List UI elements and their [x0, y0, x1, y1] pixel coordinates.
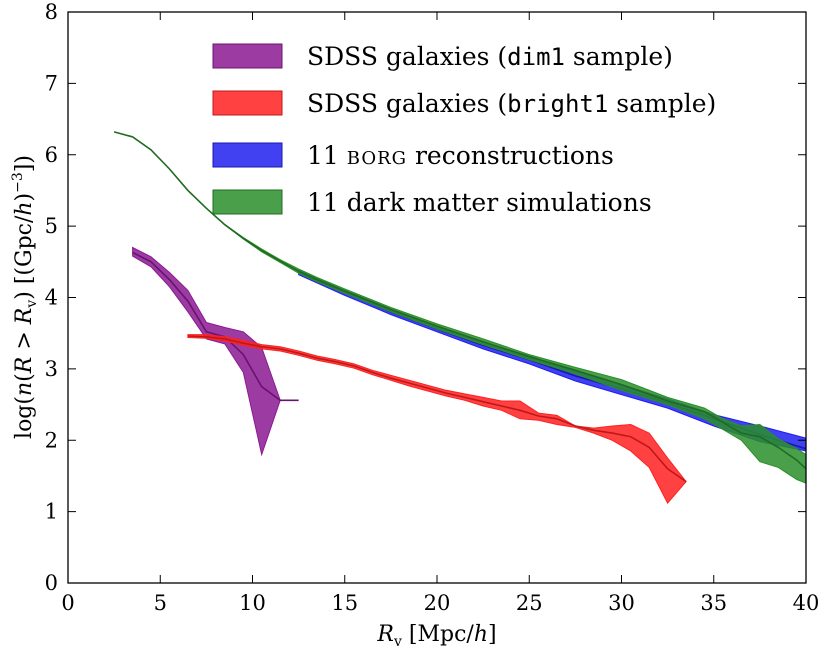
y-tick-label: 3 — [45, 357, 58, 381]
y-axis-label-group: log(n(R > Rv) [(Gpc/h)−3]) — [10, 155, 40, 439]
y-axis-label: log(n(R > Rv) [(Gpc/h)−3]) — [10, 155, 40, 439]
x-tick-label: 15 — [331, 591, 358, 615]
legend-label-3: 11 borg reconstructions — [307, 141, 614, 170]
legend: SDSS galaxies (dim1 sample) SDSS galaxies… — [212, 42, 716, 217]
legend-label-4: 11 dark matter simulations — [307, 188, 652, 217]
y-tick-label: 5 — [45, 214, 58, 238]
y-tick-label: 8 — [45, 0, 58, 24]
y-tick-label: 2 — [45, 428, 58, 452]
x-tick-label: 30 — [608, 591, 635, 615]
band-series-2 — [187, 334, 687, 504]
y-tick-label: 1 — [45, 500, 58, 524]
y-tick-label: 0 — [45, 571, 58, 595]
legend-swatch-1 — [212, 43, 283, 69]
y-tick-label: 7 — [45, 71, 58, 95]
x-tick-label: 40 — [793, 591, 820, 615]
x-tick-label: 25 — [516, 591, 543, 615]
legend-label-2: SDSS galaxies (bright1 sample) — [307, 89, 716, 118]
line-series-4 — [113, 131, 807, 470]
axis-ticks — [67, 11, 807, 584]
legend-swatch-3 — [212, 142, 283, 168]
x-tick-label: 10 — [239, 591, 266, 615]
x-tick-label: 20 — [424, 591, 451, 615]
line-series-2 — [187, 335, 687, 483]
x-tick-label: 35 — [700, 591, 727, 615]
tick-labels: 0 5 10 15 20 25 30 35 40 0 1 2 3 4 5 6 7 8 — [45, 0, 820, 615]
legend-swatch-4 — [212, 189, 283, 215]
x-tick-label: 0 — [61, 591, 74, 615]
legend-label-1: SDSS galaxies (dim1 sample) — [307, 42, 673, 71]
x-axis-label: Rv [Mpc/h] — [376, 622, 496, 650]
y-tick-label: 4 — [45, 286, 58, 310]
legend-swatch-2 — [212, 90, 283, 116]
x-tick-label: 5 — [154, 591, 167, 615]
y-tick-label: 6 — [45, 143, 58, 167]
line-series-1 — [132, 251, 299, 402]
